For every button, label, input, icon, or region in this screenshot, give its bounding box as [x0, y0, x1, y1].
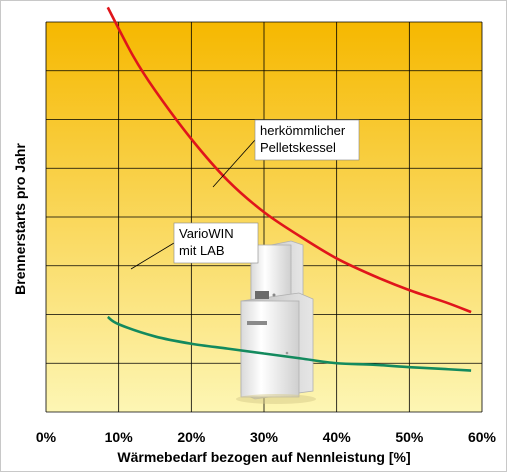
annotation-box — [254, 119, 360, 161]
x-tick-label: 40% — [323, 429, 352, 445]
annotation-label: VarioWIN — [179, 226, 234, 241]
x-tick-label: 20% — [177, 429, 206, 445]
y-axis-title: Brennerstarts pro Jahr — [12, 143, 28, 295]
series-line-1 — [106, 315, 472, 372]
x-tick-label: 30% — [250, 429, 279, 445]
x-tick-label: 50% — [395, 429, 424, 445]
x-axis-title: Wärmebedarf bezogen auf Nennleistung [%] — [117, 449, 410, 465]
annotation-leader — [130, 242, 175, 270]
annotation-box — [173, 222, 259, 264]
series-line-0 — [106, 6, 472, 314]
x-axis-ticks: 0% 10% 20% 30% 40% 50% 60% — [36, 429, 497, 445]
annotation-label: herkömmlicher — [260, 123, 346, 138]
series — [106, 6, 472, 372]
annotation-label: Pelletskessel — [260, 140, 336, 155]
annotations: herkömmlicher Pelletskessel VarioWIN mit LA… — [130, 119, 360, 270]
x-tick-label: 60% — [468, 429, 497, 445]
annotation-leader — [212, 139, 256, 188]
x-tick-label: 10% — [105, 429, 134, 445]
x-tick-label: 0% — [36, 429, 57, 445]
annotation-label: mit LAB — [179, 243, 225, 258]
